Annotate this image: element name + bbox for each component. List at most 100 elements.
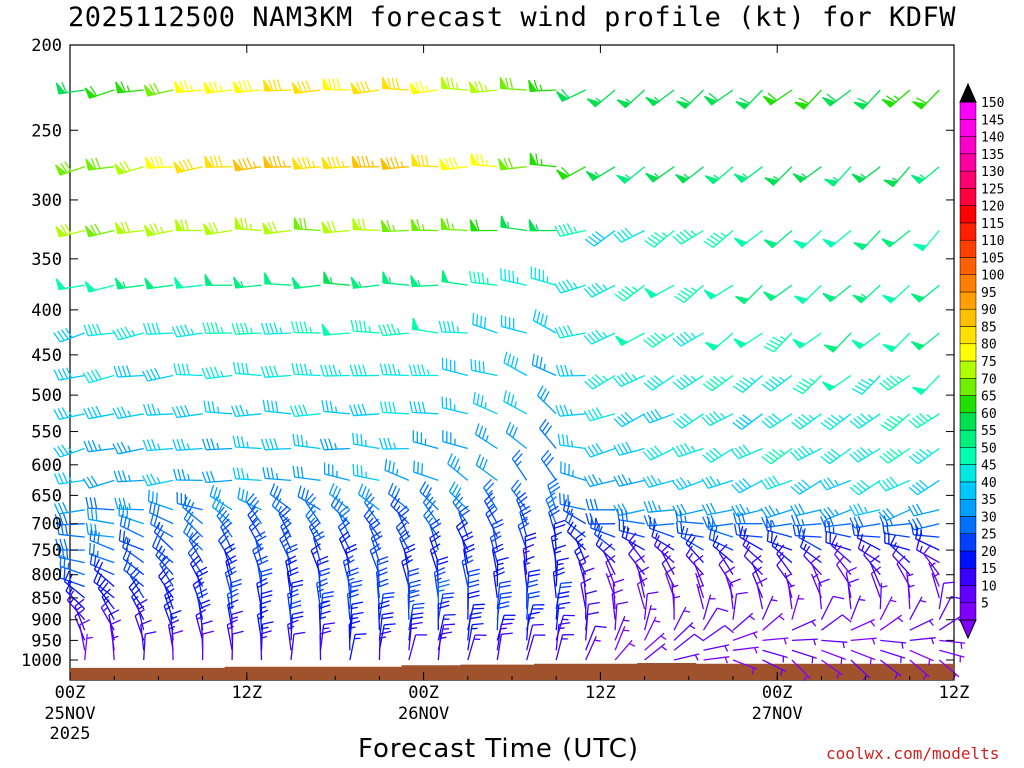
wind-barb	[586, 89, 616, 108]
wind-barb	[530, 266, 557, 286]
wind-barb	[320, 364, 350, 377]
x-tick-date: 27NOV	[752, 704, 803, 724]
colorbar-label: 65	[981, 390, 997, 405]
wind-barb	[603, 543, 616, 575]
wind-barb	[616, 89, 646, 109]
y-tick-label: 850	[31, 589, 62, 609]
wind-barb	[378, 437, 409, 450]
wind-barb	[822, 284, 852, 303]
wind-barb	[278, 505, 292, 538]
wind-barb	[144, 277, 174, 290]
wind-barb	[411, 317, 439, 334]
wind-barb	[739, 526, 763, 551]
wind-barb	[680, 525, 704, 551]
wind-barb	[879, 447, 911, 464]
wind-barb	[761, 374, 793, 392]
wind-barb	[85, 496, 115, 511]
wind-barb	[830, 534, 852, 564]
wind-barb	[733, 523, 763, 538]
wind-barbs-layer	[53, 76, 966, 682]
x-tick-label: 00Z	[408, 683, 439, 703]
wind-barb	[644, 229, 675, 248]
wind-barb	[766, 529, 793, 551]
wind-barb	[500, 268, 527, 286]
wind-barb	[787, 583, 795, 610]
wind-barb	[226, 619, 238, 651]
wind-barb	[863, 545, 881, 576]
wind-barb	[556, 166, 587, 180]
colorbar-swatch	[959, 119, 977, 137]
wind-barb	[437, 600, 450, 631]
wind-barb	[182, 496, 204, 525]
wind-barb	[436, 556, 449, 587]
wind-barb	[822, 229, 852, 248]
wind-barb	[881, 229, 911, 248]
wind-barb	[101, 588, 115, 621]
wind-barb	[909, 596, 927, 621]
wind-barb	[853, 89, 881, 110]
colorbar-label: 35	[981, 493, 997, 508]
wind-barb	[707, 517, 734, 538]
wind-barb	[470, 153, 498, 168]
colorbar-swatch	[959, 429, 977, 448]
wind-barb	[352, 432, 380, 450]
wind-barb	[291, 363, 321, 377]
wind-barb	[470, 359, 498, 377]
wind-barb	[742, 534, 763, 564]
x-tick-label: 12Z	[585, 683, 616, 703]
wind-barb	[500, 315, 527, 334]
wind-barb	[584, 374, 616, 390]
y-tick-label: 1000	[21, 651, 62, 671]
colorbar-label: 140	[981, 131, 1004, 146]
wind-barb	[56, 522, 85, 538]
wind-barb	[532, 309, 557, 334]
wind-barb	[118, 529, 144, 551]
wind-barb	[148, 501, 174, 525]
wind-barb	[810, 554, 822, 587]
wind-barb	[880, 649, 906, 664]
y-tick-label: 300	[31, 191, 62, 211]
colorbar-swatch	[959, 412, 977, 431]
wind-barb	[171, 324, 203, 338]
wind-barb	[378, 623, 396, 651]
wind-barb	[557, 433, 586, 450]
wind-barb	[412, 430, 439, 450]
wind-barb	[140, 619, 152, 651]
wind-barb	[84, 223, 115, 238]
wind-barb	[246, 493, 263, 525]
credit-text[interactable]: coolwx.com/modelts	[826, 744, 1000, 763]
wind-barb	[115, 81, 144, 94]
wind-barb	[338, 505, 351, 538]
wind-barb	[889, 534, 911, 564]
wind-barb	[673, 633, 704, 651]
wind-barb	[458, 505, 471, 538]
wind-barb	[693, 554, 705, 587]
wind-barb	[643, 374, 675, 391]
wind-barb	[408, 602, 425, 631]
wind-barb	[912, 375, 940, 396]
wind-barb	[112, 441, 144, 455]
wind-barb	[381, 76, 409, 91]
wind-barb	[702, 515, 734, 528]
wind-barb	[305, 506, 322, 538]
colorbar-label: 125	[981, 182, 1004, 197]
wind-barb	[792, 524, 822, 538]
wind-barb	[583, 282, 616, 298]
wind-barb	[419, 481, 439, 511]
wind-barb	[661, 543, 675, 576]
wind-barb	[763, 284, 793, 302]
wind-barb	[585, 590, 598, 620]
wind-barb	[732, 591, 748, 620]
wind-barb	[614, 284, 645, 302]
x-axis-label: Forecast Time (UTC)	[358, 734, 640, 764]
wind-barb	[756, 577, 768, 610]
wind-barb	[643, 500, 675, 513]
wind-barb	[349, 601, 364, 631]
wind-barb	[703, 624, 735, 641]
wind-barb	[671, 583, 679, 610]
wind-barb	[851, 332, 881, 350]
wind-barb	[290, 631, 306, 661]
wind-barb	[429, 531, 441, 563]
wind-barb	[552, 567, 565, 598]
wind-barb	[585, 611, 599, 641]
